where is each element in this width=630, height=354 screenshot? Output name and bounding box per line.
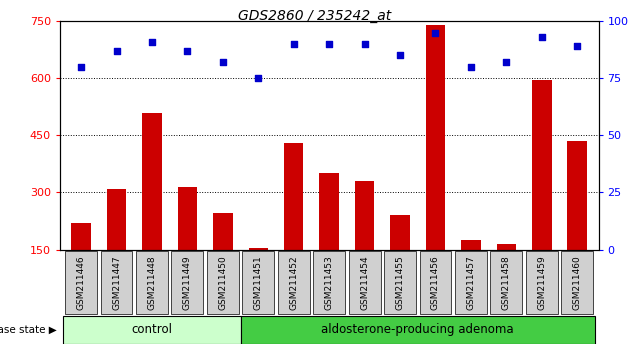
Point: [76, 64, 86, 70]
Bar: [284, 143, 304, 250]
FancyBboxPatch shape: [207, 251, 239, 314]
Point: [147, 39, 157, 45]
FancyBboxPatch shape: [313, 251, 345, 314]
FancyBboxPatch shape: [65, 251, 97, 314]
Text: GSM211451: GSM211451: [254, 255, 263, 310]
Point: [360, 41, 370, 47]
FancyBboxPatch shape: [64, 316, 241, 343]
FancyBboxPatch shape: [241, 316, 595, 343]
Bar: [178, 187, 197, 250]
Text: GSM211449: GSM211449: [183, 255, 192, 310]
Text: GSM211452: GSM211452: [289, 255, 298, 310]
Text: aldosterone-producing adenoma: aldosterone-producing adenoma: [321, 323, 514, 336]
Bar: [71, 223, 91, 250]
FancyBboxPatch shape: [526, 251, 558, 314]
FancyBboxPatch shape: [243, 251, 274, 314]
Bar: [461, 240, 481, 250]
Text: GSM211457: GSM211457: [466, 255, 476, 310]
Text: disease state ▶: disease state ▶: [0, 325, 57, 335]
Bar: [249, 248, 268, 250]
Text: GSM211459: GSM211459: [537, 255, 546, 310]
FancyBboxPatch shape: [561, 251, 593, 314]
Text: control: control: [132, 323, 173, 336]
FancyBboxPatch shape: [171, 251, 203, 314]
FancyBboxPatch shape: [455, 251, 487, 314]
Point: [430, 30, 440, 35]
Text: GSM211456: GSM211456: [431, 255, 440, 310]
FancyBboxPatch shape: [136, 251, 168, 314]
Bar: [532, 80, 551, 250]
Point: [572, 44, 582, 49]
Text: GSM211458: GSM211458: [502, 255, 511, 310]
Bar: [319, 173, 339, 250]
Bar: [142, 113, 162, 250]
Point: [324, 41, 334, 47]
Point: [183, 48, 193, 54]
Text: GDS2860 / 235242_at: GDS2860 / 235242_at: [238, 9, 392, 23]
FancyBboxPatch shape: [384, 251, 416, 314]
Bar: [391, 215, 410, 250]
FancyBboxPatch shape: [278, 251, 310, 314]
Point: [218, 59, 228, 65]
Point: [501, 59, 512, 65]
Text: GSM211454: GSM211454: [360, 255, 369, 310]
Bar: [213, 213, 232, 250]
Text: GSM211448: GSM211448: [147, 255, 156, 310]
Point: [537, 34, 547, 40]
Text: GSM211447: GSM211447: [112, 255, 121, 310]
Text: GSM211460: GSM211460: [573, 255, 581, 310]
Point: [253, 75, 263, 81]
Bar: [355, 181, 374, 250]
Point: [112, 48, 122, 54]
FancyBboxPatch shape: [420, 251, 452, 314]
Bar: [107, 189, 126, 250]
Point: [466, 64, 476, 70]
Point: [289, 41, 299, 47]
Bar: [426, 25, 445, 250]
Text: GSM211450: GSM211450: [219, 255, 227, 310]
FancyBboxPatch shape: [490, 251, 522, 314]
Bar: [496, 244, 516, 250]
Bar: [568, 141, 587, 250]
FancyBboxPatch shape: [348, 251, 381, 314]
Text: GSM211455: GSM211455: [396, 255, 404, 310]
Text: GSM211453: GSM211453: [324, 255, 334, 310]
Point: [395, 53, 405, 58]
Text: GSM211446: GSM211446: [77, 255, 86, 310]
FancyBboxPatch shape: [101, 251, 132, 314]
